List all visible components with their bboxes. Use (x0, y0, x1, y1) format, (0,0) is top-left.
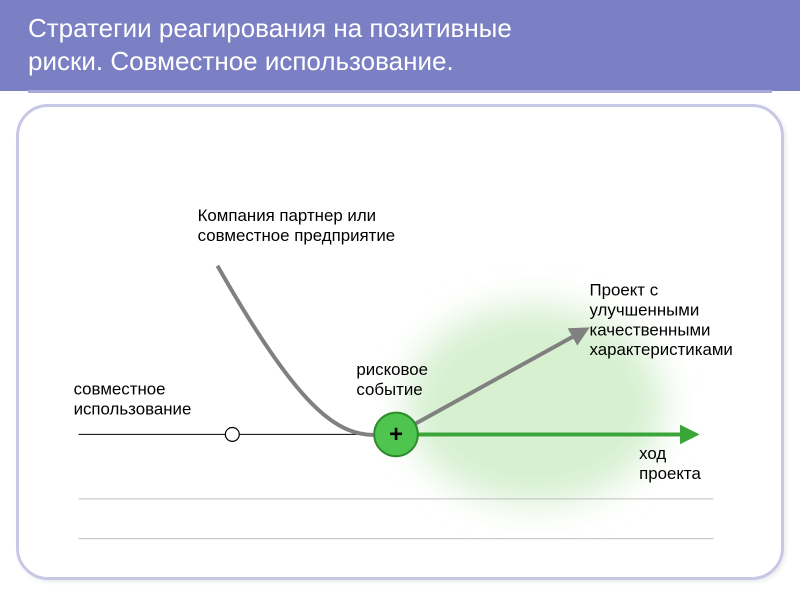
diagram-svg: + Компания партнер илисовместное предпри… (19, 107, 781, 579)
content-card: + Компания партнер илисовместное предпри… (16, 104, 784, 580)
label-risk-event: рисковоесобытие (356, 360, 428, 399)
label-flow: ходпроекта (639, 444, 701, 483)
title-line2: риски. Совместное использование. (28, 46, 454, 76)
slide-header: Стратегии реагирования на позитивные рис… (0, 0, 800, 91)
slide-title: Стратегии реагирования на позитивные рис… (28, 12, 772, 77)
sharing-node (225, 427, 239, 441)
header-accent-line (28, 90, 772, 93)
label-improved: Проект сулучшеннымикачественнымихарактер… (590, 281, 733, 360)
label-sharing: совместноеиспользование (74, 380, 192, 419)
plus-icon: + (389, 421, 403, 448)
label-partner: Компания партнер илисовместное предприят… (198, 206, 396, 245)
title-line1: Стратегии реагирования на позитивные (28, 13, 512, 43)
